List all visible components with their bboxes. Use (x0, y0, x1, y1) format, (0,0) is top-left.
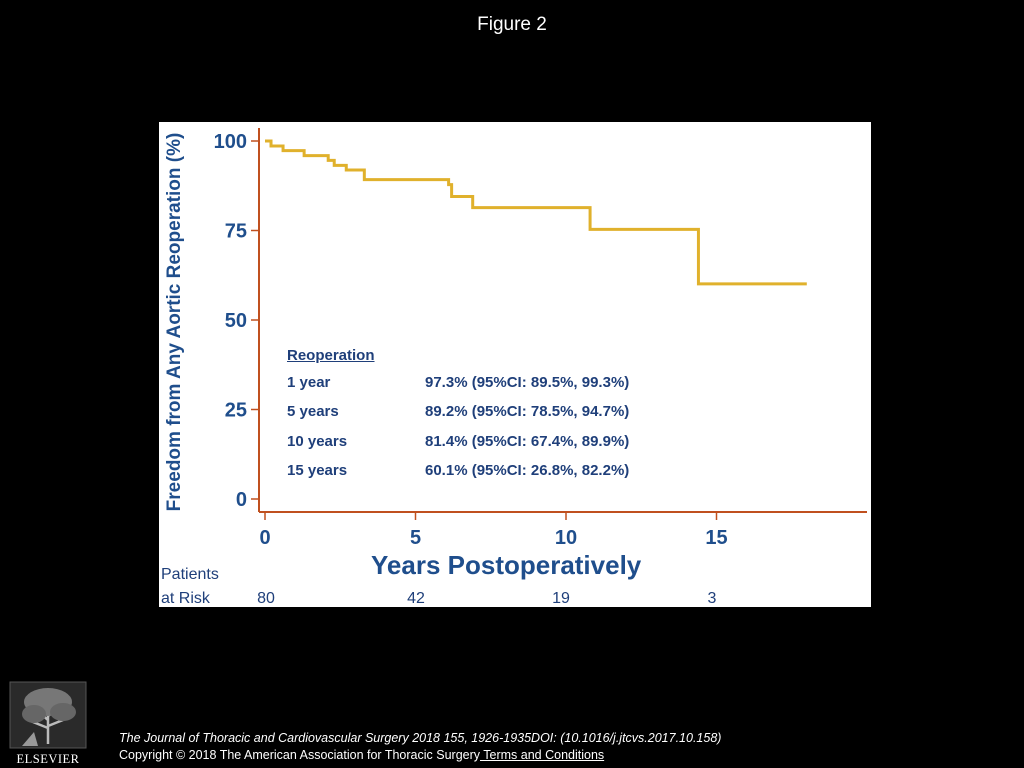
citation: The Journal of Thoracic and Cardiovascul… (119, 731, 722, 745)
terms-and-conditions-link[interactable]: Terms and Conditions (480, 748, 605, 762)
legend-row-value: 89.2% (95%CI: 78.5%, 94.7%) (425, 403, 630, 421)
legend-row-label: 1 year (287, 374, 331, 391)
legend-row-value: 81.4% (95%CI: 67.4%, 89.9%) (425, 432, 630, 450)
chart-panel: 100 75 50 25 0 0 5 10 15 Freedom from Any Aortic… (159, 122, 871, 607)
legend-row-label: 15 years (287, 462, 348, 480)
legend-row-label: 10 years (287, 432, 348, 450)
at-risk-value: 80 (257, 590, 275, 607)
legend-row-label: 5 years (287, 403, 339, 421)
copyright-text: Copyright © 2018 The American Associatio… (119, 748, 481, 762)
x-tick-label: 5 (410, 527, 421, 549)
at-risk-value: 42 (407, 590, 425, 607)
y-axis-title: Freedom from Any Aortic Reoperation (%) (164, 133, 185, 512)
km-chart: 100 75 50 25 00 5 10 15 (214, 128, 867, 549)
x-tick-label: 15 (705, 527, 727, 549)
figure-title: Figure 2 (477, 14, 547, 35)
legend-header: Reoperation (287, 347, 375, 364)
at-risk-value: 19 (552, 590, 570, 607)
x-tick-label: 0 (259, 527, 270, 549)
survival-curve-line (265, 139, 807, 286)
legend-row: 1 year 97.3% (95%CI: 89.5%, 99.3%) (287, 374, 629, 403)
x-tick-label: 10 (555, 527, 577, 549)
legend-row-value: 60.1% (95%CI: 26.8%, 82.2%) (425, 462, 630, 480)
at-risk-label-line2: at Risk (161, 590, 210, 607)
at-risk-label-line1: Patients (161, 566, 219, 583)
y-tick-label: 0 (236, 489, 247, 511)
legend-row-value: 97.3% (95%CI: 89.5%, 99.3%) (425, 374, 630, 391)
x-axis-title: Years Postoperatively (371, 550, 642, 580)
legend-row: 5 years 89.2% (95%CI: 78.5%, 94.7%) (287, 403, 629, 432)
y-tick-label: 75 (225, 221, 247, 243)
copyright-line: Copyright © 2018 The American Associatio… (119, 748, 604, 762)
legend-row: 15 years 60.1% (95%CI: 26.8%, 82.2%) (287, 462, 629, 491)
reoperation-legend-table: Reoperation 1 year 97.3% (95%CI: 89.5%, … (287, 347, 629, 492)
elsevier-logo: ELSEVIER (9, 681, 87, 766)
y-tick-label: 100 (214, 131, 247, 153)
y-tick-label: 25 (225, 400, 247, 422)
at-risk-value: 3 (707, 590, 717, 607)
y-axis-title-text: Freedom from Any Aortic Reoperation (%) (164, 133, 185, 512)
y-tick-label: 50 (225, 310, 247, 332)
elsevier-logo-text: ELSEVIER (16, 752, 79, 766)
legend-row: 10 years 81.4% (95%CI: 67.4%, 89.9%) (287, 433, 629, 462)
